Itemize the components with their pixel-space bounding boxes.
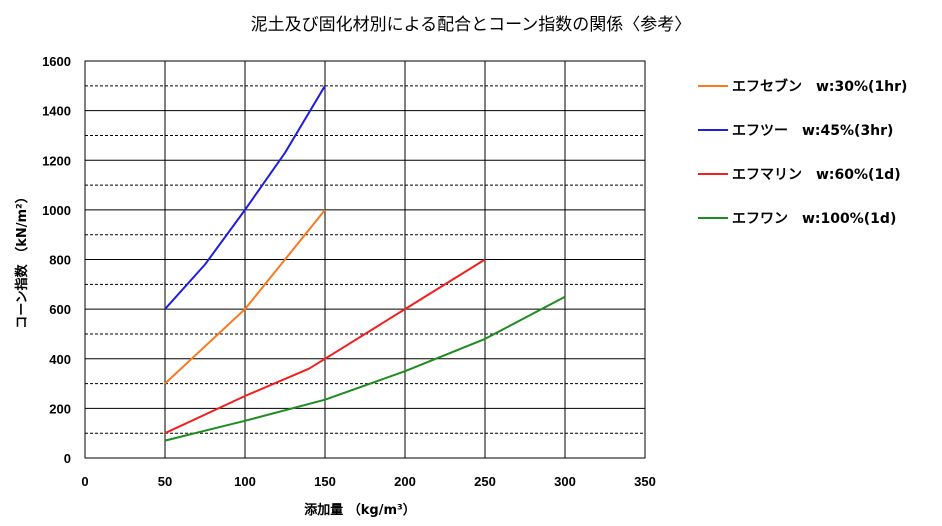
y-tick-label: 600 — [49, 302, 71, 317]
x-tick-label: 350 — [634, 474, 656, 489]
chart-title: 泥土及び固化材別による配合とコーン指数の関係〈参考〉 — [250, 15, 692, 35]
series-line-4 — [164, 295, 566, 442]
x-tick-labels: 0 50 100 150 200 250 300 350 — [81, 474, 655, 489]
x-tick-label: 150 — [314, 474, 336, 489]
legend-label: エフツー w:45%(3hr) — [732, 123, 893, 139]
y-tick-label: 0 — [64, 451, 71, 466]
y-tick-label: 1400 — [42, 104, 71, 119]
series-line-3 — [164, 258, 486, 435]
y-tick-label: 1000 — [42, 203, 71, 218]
plot-frame — [84, 60, 646, 459]
legend-label: エフワン w:100%(1d) — [732, 211, 896, 227]
grid — [84, 60, 646, 459]
x-tick-label: 250 — [474, 474, 496, 489]
series-line-1 — [164, 209, 326, 385]
x-tick-label: 200 — [394, 474, 416, 489]
x-tick-label: 0 — [81, 474, 88, 489]
y-tick-label: 200 — [49, 401, 71, 416]
y-tick-label: 400 — [49, 352, 71, 367]
y-tick-labels: 0 200 400 600 800 1000 1200 1400 1600 — [42, 54, 71, 466]
legend-label: エフセブン w:30%(1hr) — [732, 78, 907, 95]
legend-label: エフマリン w:60%(1d) — [732, 167, 901, 183]
series-group — [164, 85, 566, 442]
y-axis-label: コーン指数 （kN/m²） — [14, 190, 30, 328]
y-tick-label: 1600 — [42, 54, 71, 69]
series-line-2 — [164, 85, 326, 310]
x-tick-label: 300 — [554, 474, 576, 489]
x-axis-label: 添加量 （kg/m³） — [304, 502, 415, 518]
y-tick-label: 800 — [49, 253, 71, 268]
legend: エフセブン w:30%(1hr) エフツー w:45%(3hr) エフマリン w:6… — [698, 78, 907, 227]
y-tick-label: 1200 — [42, 153, 71, 168]
x-tick-label: 100 — [234, 474, 256, 489]
x-tick-label: 50 — [158, 474, 172, 489]
